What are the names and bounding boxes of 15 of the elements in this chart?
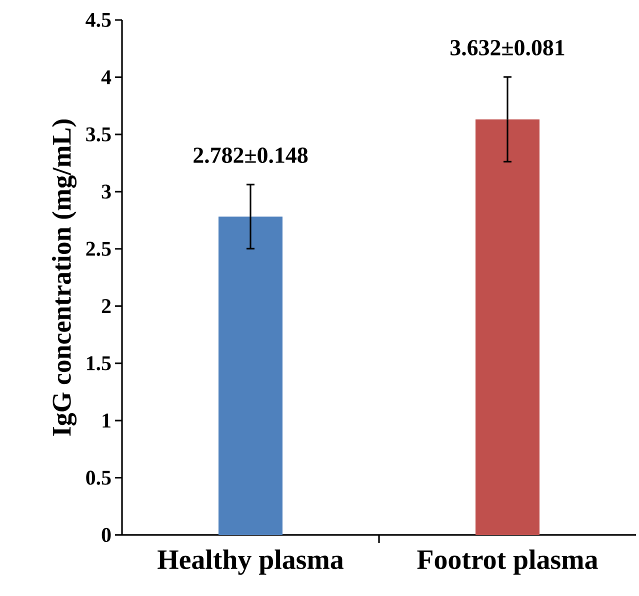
- x-tick-label: Footrot plasma: [417, 549, 598, 575]
- x-tick-label: Healthy plasma: [158, 549, 344, 575]
- y-tick-label: 4.5: [86, 12, 111, 28]
- y-tick-label: 0: [102, 528, 111, 542]
- y-tick-label: 0.5: [86, 470, 111, 485]
- y-axis-title: IgG concentration (mg/mL): [52, 120, 77, 436]
- y-tick-label: 1.5: [87, 356, 111, 370]
- data-label: 3.632±0.081: [450, 40, 564, 56]
- y-tick-label: 2: [102, 299, 111, 314]
- y-tick-label: 3: [102, 184, 111, 199]
- y-tick-label: 1: [102, 414, 110, 428]
- y-tick-label: 4: [101, 70, 112, 84]
- data-label: 2.782±0.148: [194, 148, 308, 164]
- y-tick-label: 3.5: [86, 127, 111, 142]
- y-tick-label: 2.5: [86, 242, 111, 256]
